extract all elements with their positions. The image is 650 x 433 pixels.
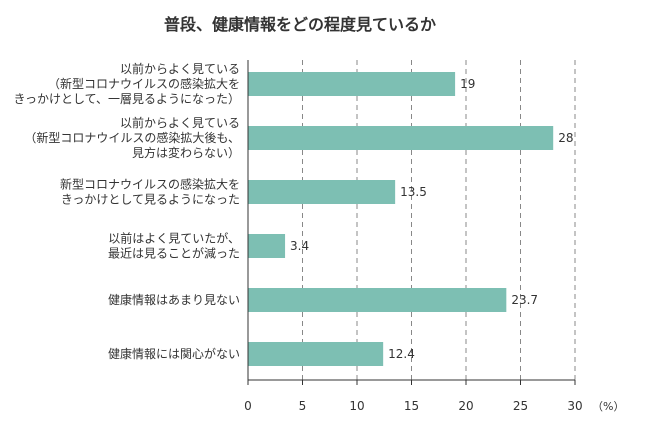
x-tick-label: 0 <box>244 399 252 413</box>
x-tick-label: 15 <box>404 399 419 413</box>
category-label-line: 健康情報はあまり見ない <box>108 292 240 307</box>
category-label-line: （新型コロナウイルスの感染拡大後も、 <box>24 130 240 145</box>
category-label-line: （新型コロナウイルスの感染拡大を <box>48 76 240 91</box>
value-label: 28 <box>558 131 573 145</box>
x-tick-label: 30 <box>567 399 582 413</box>
category-label-line: 新型コロナウイルスの感染拡大を <box>60 177 240 192</box>
category-label: 新型コロナウイルスの感染拡大をきっかけとして見るようになった <box>60 177 240 207</box>
category-label: 以前からよく見ている（新型コロナウイルスの感染拡大後も、見方は変わらない） <box>24 115 240 160</box>
bar <box>248 234 286 258</box>
value-label: 3.4 <box>290 239 309 253</box>
category-label-line: きっかけとして見るようになった <box>61 193 240 207</box>
category-label-line: 以前はよく見ていたが、 <box>108 231 240 246</box>
category-label: 健康情報には関心がない <box>108 346 240 361</box>
category-label: 健康情報はあまり見ない <box>108 292 240 307</box>
grid-lines <box>302 60 576 380</box>
x-tick-labels: 0 5 10 15 20 25 30 <box>244 399 582 413</box>
category-label-line: 見方は変わらない） <box>132 145 240 160</box>
value-label: 12.4 <box>388 347 415 361</box>
category-labels: 以前からよく見ている（新型コロナウイルスの感染拡大をきっかけとして、一層見るよう… <box>13 61 240 361</box>
unit-label: （%） <box>592 400 624 413</box>
value-label: 13.5 <box>400 185 427 199</box>
x-tick-label: 20 <box>458 399 473 413</box>
x-tick-label: 5 <box>299 399 307 413</box>
bar <box>248 126 554 150</box>
bar <box>248 288 507 312</box>
category-label-line: 以前からよく見ている <box>120 115 240 130</box>
value-label: 19 <box>460 77 475 91</box>
x-tick-label: 25 <box>513 399 528 413</box>
category-label-line: 以前からよく見ている <box>120 61 240 76</box>
bar <box>248 180 396 204</box>
category-label-line: きっかけとして、一層見るようになった） <box>13 92 240 106</box>
value-label: 23.7 <box>511 293 538 307</box>
bar <box>248 72 456 96</box>
chart-title: 普段、健康情報をどの程度見ているか <box>164 15 436 34</box>
category-label: 以前はよく見ていたが、最近は見ることが減った <box>108 231 240 261</box>
x-tick-label: 10 <box>349 399 364 413</box>
bars: 19 28 13.5 3.4 23.7 12.4 <box>248 72 573 366</box>
bar <box>248 342 384 366</box>
axes <box>247 60 576 385</box>
category-label-line: 最近は見ることが減った <box>108 246 240 261</box>
category-label: 以前からよく見ている（新型コロナウイルスの感染拡大をきっかけとして、一層見るよう… <box>13 61 240 106</box>
category-label-line: 健康情報には関心がない <box>108 346 240 361</box>
